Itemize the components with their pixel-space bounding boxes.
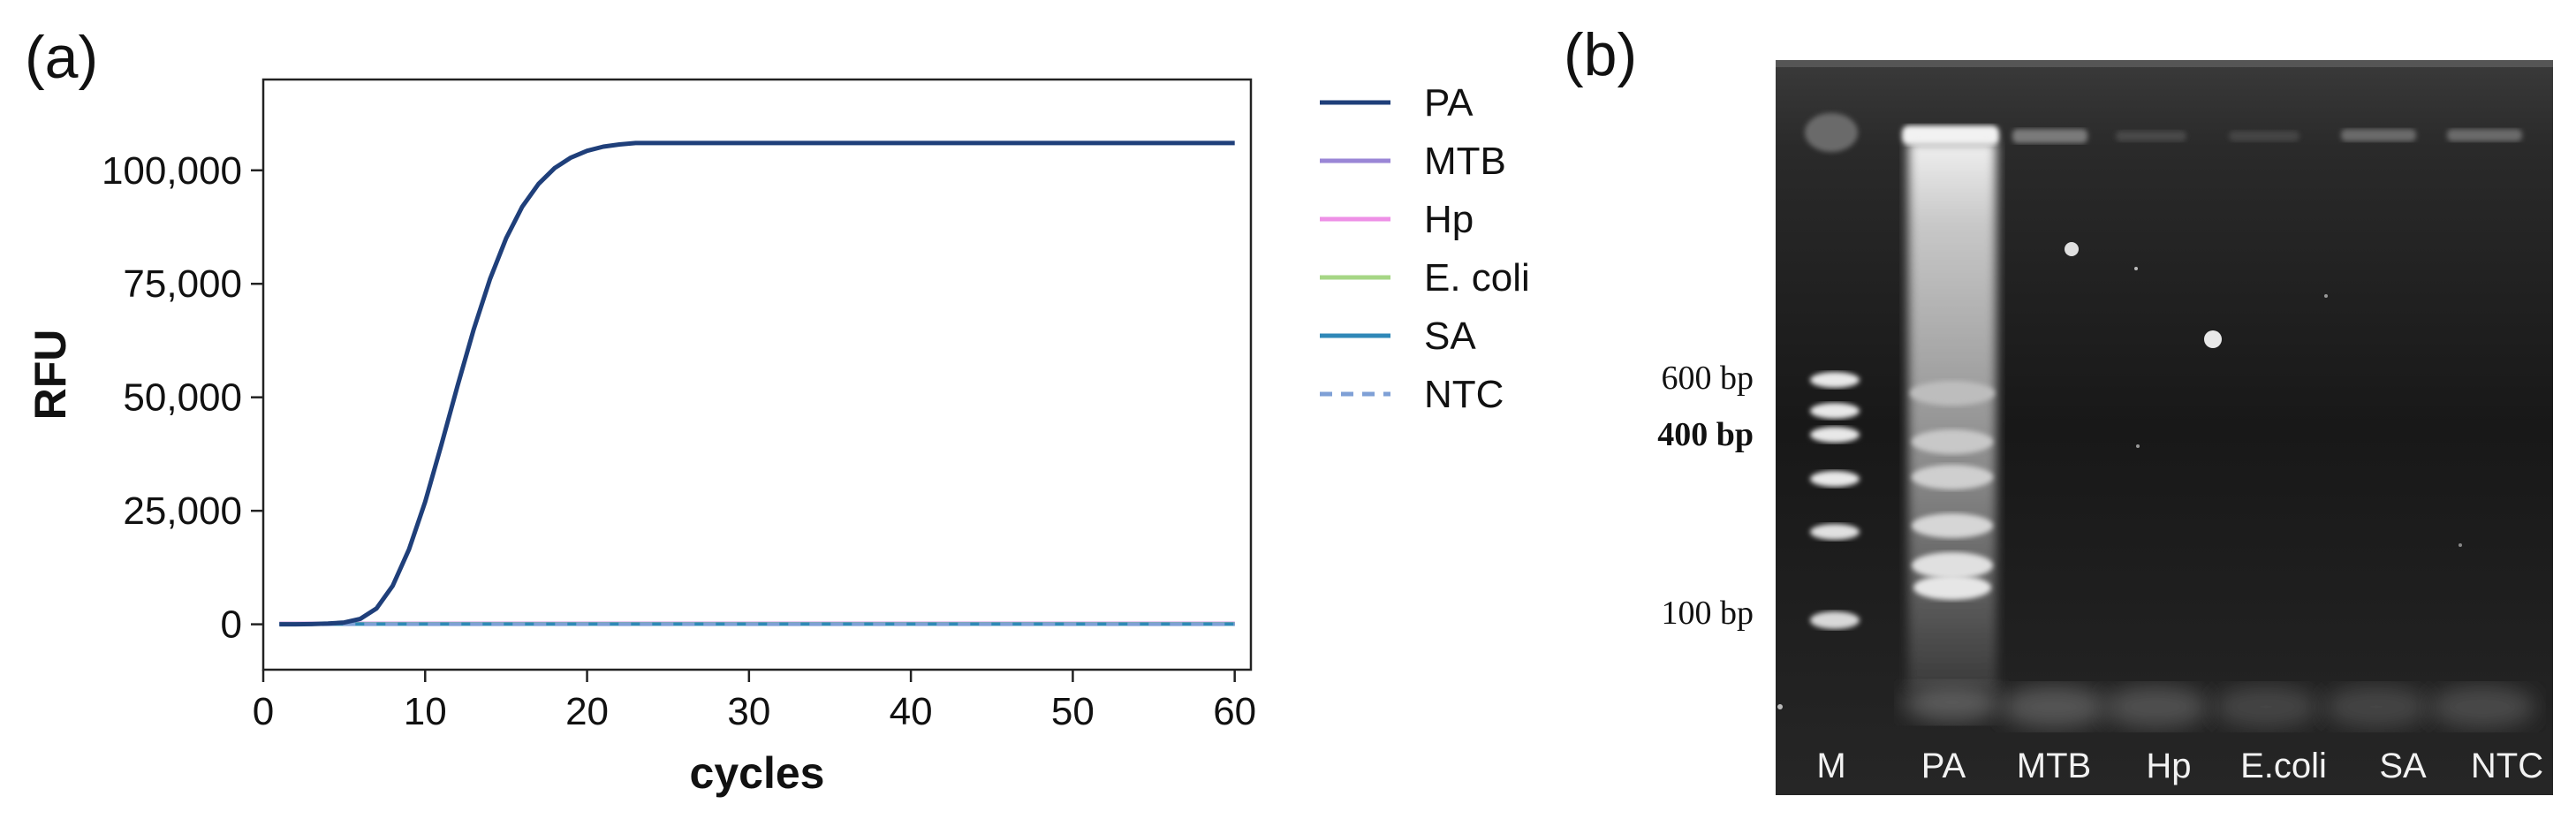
pa-lane-bands xyxy=(1908,141,1996,689)
x-tick-label: 30 xyxy=(727,690,770,733)
legend-label: Hp xyxy=(1424,198,1474,241)
marker-label-600bp: 600 bp xyxy=(1662,360,1754,397)
marker-ladder-bands xyxy=(1810,372,1860,629)
lane-label: MTB xyxy=(2017,747,2091,785)
gel-background xyxy=(1776,60,2553,795)
y-tick-label: 100,000 xyxy=(102,149,242,193)
gel-wells xyxy=(1805,113,2522,152)
y-axis-ticks: 0 25,000 50,000 75,000 100,000 xyxy=(102,149,263,647)
chart-legend: PA MTB Hp E. coli SA NTC xyxy=(1320,81,1530,416)
legend-label: MTB xyxy=(1424,140,1506,183)
primer-dimer-haze xyxy=(1904,683,2535,728)
x-axis-title: cycles xyxy=(690,748,825,798)
gel-electrophoresis-image: 600 bp 400 bp 100 bp M PA MTB Hp E.coli SA NTC xyxy=(1657,60,2553,795)
legend-label: PA xyxy=(1424,81,1474,125)
lane-label: NTC xyxy=(2471,747,2543,785)
x-tick-label: 60 xyxy=(1213,690,1256,733)
x-tick-label: 20 xyxy=(565,690,609,733)
y-tick-label: 25,000 xyxy=(123,489,242,533)
lane-label: E.coli xyxy=(2240,747,2327,785)
lane-label: SA xyxy=(2379,747,2427,785)
lane-label: M xyxy=(1816,747,1845,785)
marker-label-100bp: 100 bp xyxy=(1662,595,1754,632)
plot-frame xyxy=(261,78,1253,671)
legend-label: SA xyxy=(1424,315,1476,358)
marker-label-400bp: 400 bp xyxy=(1657,416,1754,453)
y-tick-label: 0 xyxy=(221,603,242,647)
x-tick-label: 40 xyxy=(890,690,933,733)
x-tick-label: 0 xyxy=(253,690,274,733)
series-lines xyxy=(279,140,1235,627)
gel-specks xyxy=(1777,242,2462,709)
panel-b-label: (b) xyxy=(1564,21,1637,88)
x-axis-ticks: 0 10 20 30 40 50 60 xyxy=(253,670,1256,733)
x-tick-label: 50 xyxy=(1051,690,1095,733)
panel-a-label: (a) xyxy=(25,24,98,91)
x-tick-label: 10 xyxy=(404,690,447,733)
series-line-pa xyxy=(279,140,1235,627)
y-axis-title: RFU xyxy=(26,330,75,421)
legend-label: NTC xyxy=(1424,373,1504,416)
y-tick-label: 75,000 xyxy=(123,262,242,306)
lane-labels: M PA MTB Hp E.coli SA NTC xyxy=(1816,747,2543,785)
gel-top-edge xyxy=(1776,60,2553,67)
lane-label: Hp xyxy=(2146,747,2191,785)
legend-label: E. coli xyxy=(1424,256,1530,300)
rfu-line-chart: 0 25,000 50,000 75,000 100,000 0 10 20 30 40 50 60… xyxy=(26,78,1256,798)
lane-label: PA xyxy=(1921,747,1966,785)
y-tick-label: 50,000 xyxy=(123,376,242,420)
